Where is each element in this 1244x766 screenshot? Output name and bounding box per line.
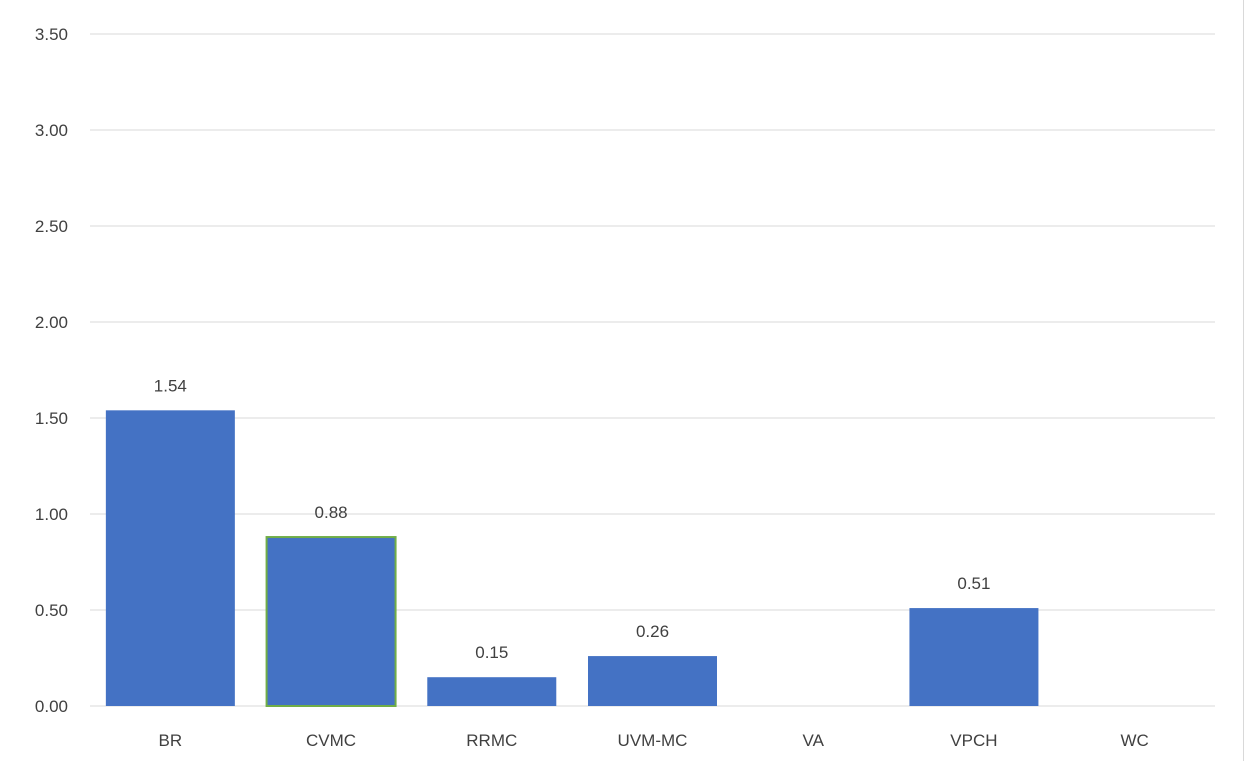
y-tick-label: 1.00 — [35, 505, 68, 524]
data-label: 0.26 — [636, 622, 669, 641]
bar — [588, 656, 717, 706]
bar — [265, 536, 397, 707]
y-tick-label: 1.50 — [35, 409, 68, 428]
bar — [427, 677, 557, 706]
data-label: 0.88 — [315, 503, 348, 522]
y-tick-label: 3.00 — [35, 121, 68, 140]
x-tick-label: WC — [1120, 731, 1148, 750]
y-tick-label: 3.50 — [35, 25, 68, 44]
bar — [105, 410, 235, 706]
x-tick-label: RRMC — [466, 731, 517, 750]
x-tick-label: VPCH — [950, 731, 997, 750]
data-label: 0.51 — [957, 574, 990, 593]
y-axis-ticks: 0.00 0.50 1.00 1.50 2.00 2.50 3.00 3.50 — [35, 25, 68, 716]
bars — [105, 410, 1039, 707]
y-tick-label: 0.00 — [35, 697, 68, 716]
x-axis-ticks: BR CVMC RRMC UVM-MC VA VPCH WC — [159, 731, 1149, 750]
y-tick-label: 2.50 — [35, 217, 68, 236]
x-tick-label: UVM-MC — [618, 731, 688, 750]
x-tick-label: BR — [159, 731, 183, 750]
data-labels: 1.54 0.88 0.15 0.26 0.51 — [154, 376, 991, 662]
y-tick-label: 0.50 — [35, 601, 68, 620]
y-tick-label: 2.00 — [35, 313, 68, 332]
bar — [909, 608, 1039, 706]
x-tick-label: CVMC — [306, 731, 356, 750]
x-tick-label: VA — [803, 731, 825, 750]
data-label: 0.15 — [475, 643, 508, 662]
data-label: 1.54 — [154, 376, 187, 395]
gridlines — [90, 33, 1215, 707]
